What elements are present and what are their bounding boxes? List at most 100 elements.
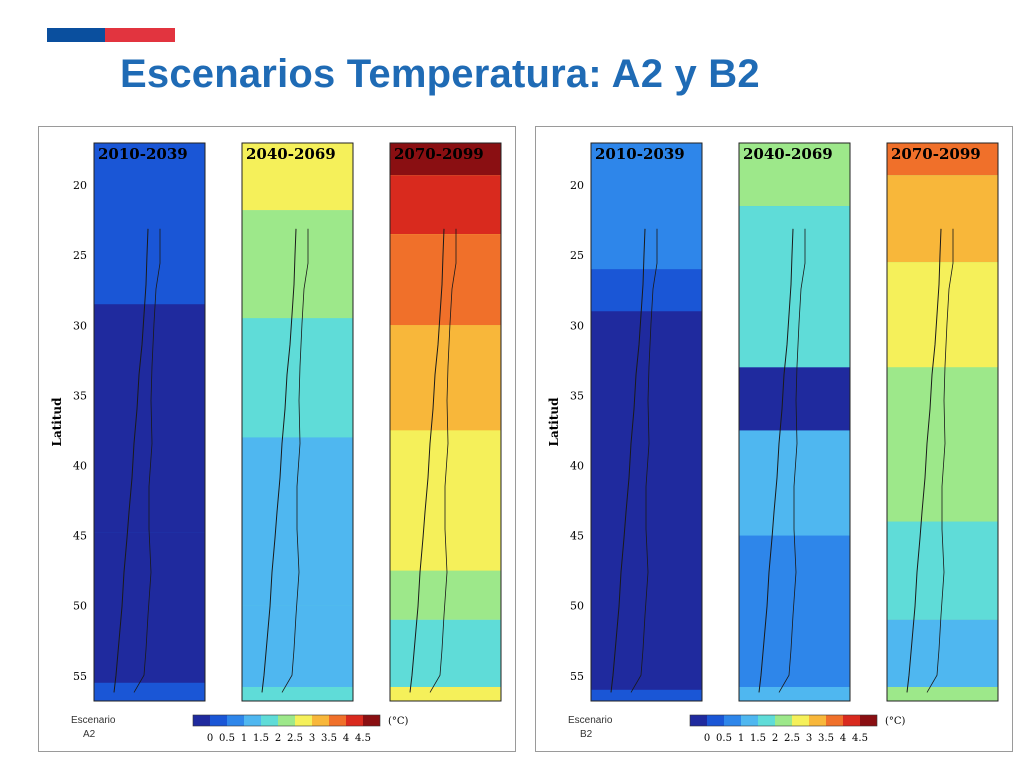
temperature-band — [242, 437, 353, 606]
y-tick-label: 25 — [570, 249, 584, 262]
colorbar-tick-label: 1 — [738, 733, 744, 744]
flag-stripe-blue — [47, 28, 105, 42]
figure-scenario-a2: Latitud 20 25 30 35 40 45 50 55 2010-2039 2040-206… — [38, 126, 516, 752]
flag-stripe-red — [105, 28, 175, 42]
y-axis-label: Latitud — [547, 397, 561, 447]
y-tick-label: 50 — [73, 600, 87, 613]
panel-frame — [590, 142, 703, 702]
panel-2070-2099: 2070-2099 — [389, 142, 502, 702]
border-line — [429, 228, 457, 693]
temperature-band — [390, 325, 501, 431]
temperature-band — [390, 430, 501, 571]
y-tick-label: 30 — [570, 319, 584, 332]
y-tick-label: 40 — [570, 459, 584, 472]
colorbar-tick-label: 4.5 — [852, 733, 868, 744]
scenario-label: Escenario — [71, 715, 116, 726]
border-line — [778, 228, 806, 693]
temperature-band — [739, 367, 850, 431]
temperature-band — [591, 311, 702, 690]
panel-frame — [886, 142, 999, 702]
colorbar-tick-label: 3.5 — [818, 733, 834, 744]
temperature-band — [242, 318, 353, 438]
colorbar-tick-label: 2.5 — [784, 733, 800, 744]
y-tick-label: 55 — [570, 670, 584, 683]
y-tick-label: 40 — [73, 459, 87, 472]
y-tick-label: 45 — [570, 530, 584, 543]
coastline — [261, 228, 297, 693]
y-tick-label: 45 — [73, 530, 87, 543]
y-tick-label: 30 — [73, 319, 87, 332]
temperature-band — [739, 535, 850, 687]
colorbar-swatch — [843, 715, 860, 726]
colorbar-tick-label: 0.5 — [219, 733, 235, 744]
colorbar-swatch — [792, 715, 809, 726]
colorbar-tick-label: 2.5 — [287, 733, 303, 744]
temperature-band — [390, 234, 501, 326]
temperature-band — [390, 175, 501, 235]
colorbar-tick-label: 3 — [309, 733, 315, 744]
temperature-band — [887, 367, 998, 522]
colorbar-swatch — [278, 715, 295, 726]
panel-period-title: 2010-2039 — [98, 145, 188, 163]
colorbar-swatch — [261, 715, 278, 726]
y-tick-label: 50 — [570, 600, 584, 613]
coastline — [610, 228, 646, 693]
border-line — [281, 228, 309, 693]
colorbar-tick-label: 1 — [241, 733, 247, 744]
y-axis-label: Latitud — [50, 397, 64, 447]
temperature-band — [242, 210, 353, 319]
border-line — [926, 228, 954, 693]
y-tick-label: 55 — [73, 670, 87, 683]
scenario-id-label: A2 — [83, 729, 96, 740]
colorbar-swatch — [741, 715, 758, 726]
y-tick-label: 25 — [73, 249, 87, 262]
colorbar-swatch — [363, 715, 380, 726]
colorbar-tick-label: 4 — [343, 733, 349, 744]
colorbar-frame — [192, 714, 381, 727]
panel-frame — [389, 142, 502, 702]
colorbar-swatch — [690, 715, 707, 726]
colorbar-tick-label: 1.5 — [750, 733, 766, 744]
panel-2010-2039: 2010-2039 — [590, 142, 703, 702]
colorbar-tick-label: 4.5 — [355, 733, 371, 744]
temperature-band — [390, 619, 501, 687]
colorbar-unit: (°C) — [388, 716, 409, 727]
colorbar-swatch — [346, 715, 363, 726]
coastline — [906, 228, 942, 693]
border-line — [133, 228, 161, 693]
panel-frame — [738, 142, 851, 702]
temperature-band — [887, 262, 998, 368]
scenario-label: Escenario — [568, 715, 613, 726]
panel-frame — [93, 142, 206, 702]
panel-frame — [241, 142, 354, 702]
y-tick-label: 35 — [570, 389, 584, 402]
colorbar-tick-label: 2 — [275, 733, 281, 744]
colorbar-swatch — [210, 715, 227, 726]
colorbar-swatch — [826, 715, 843, 726]
temperature-band — [887, 143, 998, 176]
colorbar-swatch — [329, 715, 346, 726]
colorbar-swatch — [860, 715, 877, 726]
colorbar-swatch — [295, 715, 312, 726]
colorbar-swatch — [775, 715, 792, 726]
temperature-band — [94, 532, 205, 683]
temperature-band — [887, 619, 998, 687]
colorbar-swatch — [312, 715, 329, 726]
temperature-band — [887, 175, 998, 263]
colorbar-tick-label: 3 — [806, 733, 812, 744]
y-tick-label: 35 — [73, 389, 87, 402]
slide-title: Escenarios Temperatura: A2 y B2 — [120, 52, 760, 96]
colorbar-swatch — [707, 715, 724, 726]
colorbar-tick-label: 4 — [840, 733, 846, 744]
colorbar-tick-label: 0.5 — [716, 733, 732, 744]
colorbar-swatch — [758, 715, 775, 726]
coastline — [113, 228, 149, 693]
panel-2010-2039: 2010-2039 — [93, 142, 206, 702]
figure-scenario-b2: Latitud 20 25 30 35 40 45 50 55 2010-2039 2040-206… — [535, 126, 1013, 752]
colorbar-frame — [689, 714, 878, 727]
panel-2040-2069: 2040-2069 — [241, 142, 354, 702]
coastline — [409, 228, 445, 693]
coastline — [758, 228, 794, 693]
